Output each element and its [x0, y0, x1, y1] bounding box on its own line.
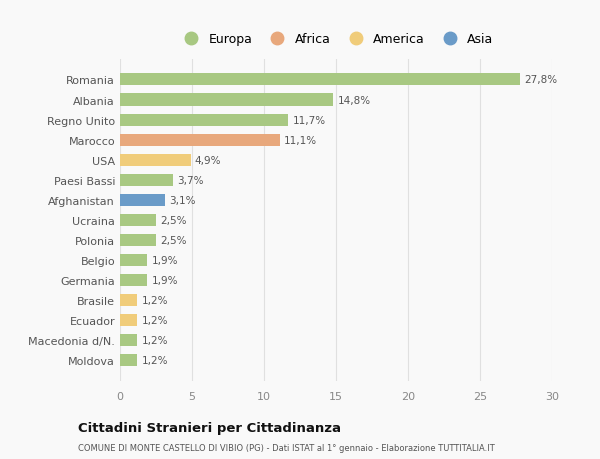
Text: 4,9%: 4,9% — [195, 155, 221, 165]
Text: 2,5%: 2,5% — [160, 215, 187, 225]
Text: 11,1%: 11,1% — [284, 135, 317, 146]
Bar — [120, 194, 164, 206]
Bar — [120, 114, 289, 126]
Text: 1,2%: 1,2% — [142, 336, 168, 345]
Bar — [120, 274, 148, 286]
Text: 14,8%: 14,8% — [337, 95, 371, 105]
Text: 1,2%: 1,2% — [142, 355, 168, 365]
Text: 11,7%: 11,7% — [293, 115, 326, 125]
Text: 1,9%: 1,9% — [152, 275, 178, 285]
Bar — [120, 174, 173, 186]
Text: 3,1%: 3,1% — [169, 196, 196, 205]
Text: 3,7%: 3,7% — [178, 175, 204, 185]
Text: 1,2%: 1,2% — [142, 315, 168, 325]
Text: COMUNE DI MONTE CASTELLO DI VIBIO (PG) - Dati ISTAT al 1° gennaio - Elaborazione: COMUNE DI MONTE CASTELLO DI VIBIO (PG) -… — [78, 443, 495, 452]
Text: Cittadini Stranieri per Cittadinanza: Cittadini Stranieri per Cittadinanza — [78, 421, 341, 434]
Bar — [120, 314, 137, 326]
Bar — [120, 74, 520, 86]
Bar — [120, 134, 280, 146]
Text: 2,5%: 2,5% — [160, 235, 187, 245]
Text: 1,2%: 1,2% — [142, 295, 168, 305]
Legend: Europa, Africa, America, Asia: Europa, Africa, America, Asia — [176, 31, 496, 49]
Bar — [120, 254, 148, 266]
Bar — [120, 294, 137, 306]
Bar — [120, 235, 156, 246]
Text: 1,9%: 1,9% — [152, 255, 178, 265]
Bar — [120, 214, 156, 226]
Bar — [120, 354, 137, 366]
Text: 27,8%: 27,8% — [524, 75, 558, 85]
Bar — [120, 94, 333, 106]
Bar — [120, 334, 137, 347]
Bar — [120, 154, 191, 166]
